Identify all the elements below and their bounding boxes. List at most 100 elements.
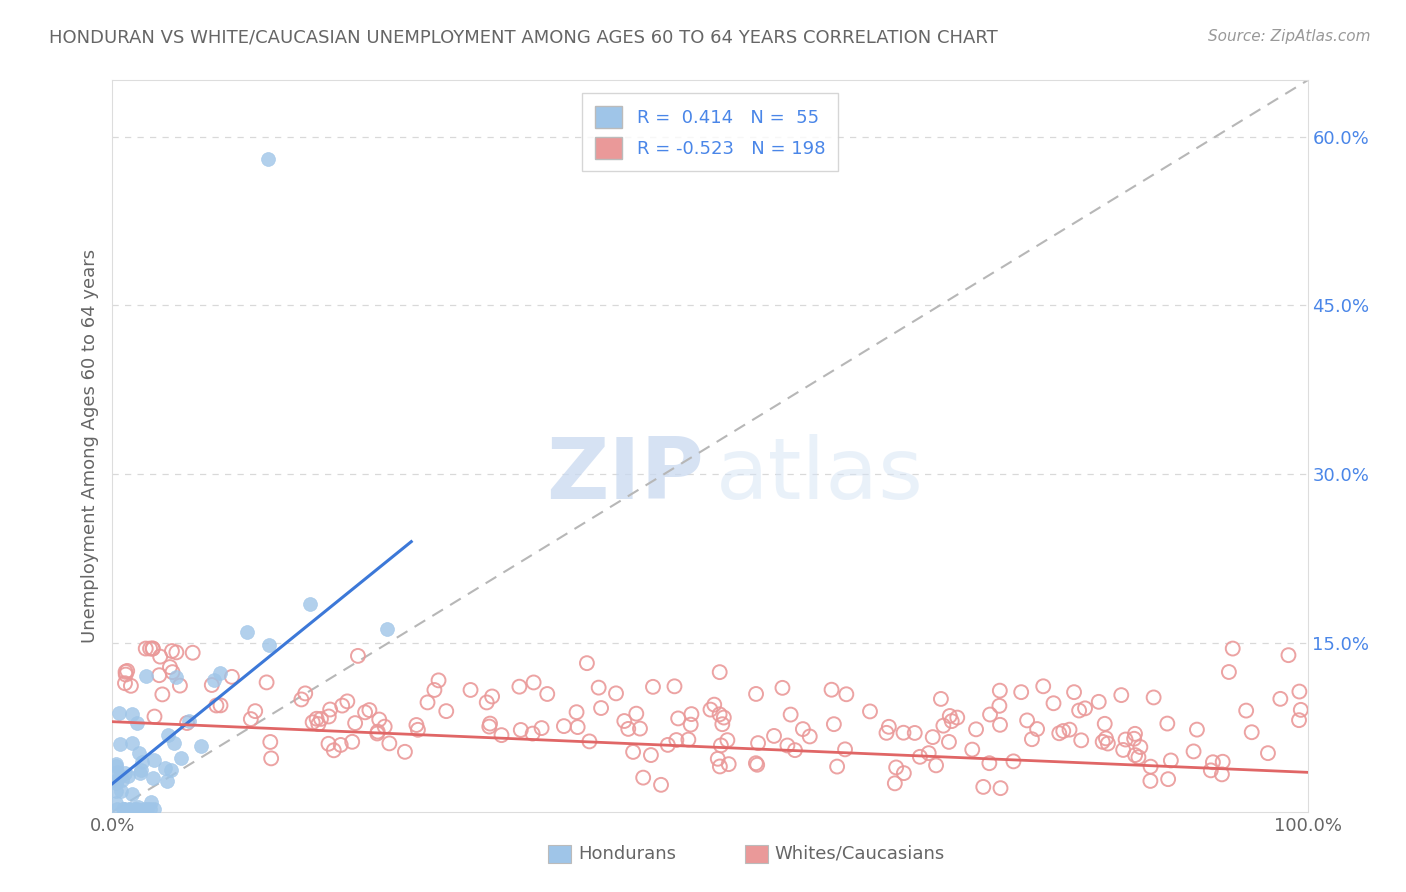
Point — [763, 729, 786, 743]
Point — [711, 717, 734, 731]
Point — [565, 705, 588, 719]
Legend: R =  0.414   N =  55, R = -0.523   N = 198: R = 0.414 N = 55, R = -0.523 N = 198 — [582, 93, 838, 171]
Point — [105, 765, 128, 780]
Point — [105, 758, 128, 772]
Point — [120, 679, 142, 693]
Point — [883, 776, 905, 790]
Point — [156, 773, 179, 788]
Point — [1157, 772, 1180, 786]
Point — [367, 724, 389, 739]
Point — [1212, 755, 1234, 769]
Point — [1270, 691, 1292, 706]
Point — [135, 641, 157, 656]
Point — [1288, 713, 1310, 727]
Point — [631, 771, 654, 785]
Point — [979, 756, 1001, 771]
Point — [165, 645, 187, 659]
Point — [257, 152, 280, 166]
Point — [294, 686, 316, 700]
Point — [112, 802, 135, 816]
Point — [1185, 723, 1208, 737]
Point — [125, 802, 148, 816]
Point — [1074, 701, 1097, 715]
Point — [129, 766, 152, 780]
Point — [575, 656, 598, 670]
Point — [347, 648, 370, 663]
Point — [139, 795, 162, 809]
Point — [416, 695, 439, 709]
Point — [921, 730, 943, 744]
Point — [121, 736, 143, 750]
Point — [709, 707, 731, 722]
Point — [156, 728, 179, 742]
Point — [259, 735, 281, 749]
Point — [522, 726, 544, 740]
Point — [107, 770, 129, 784]
Point — [115, 664, 138, 678]
Point — [105, 774, 128, 789]
Point — [143, 802, 166, 816]
Point — [110, 784, 132, 798]
Point — [118, 802, 141, 816]
Point — [114, 766, 136, 780]
Point — [1091, 735, 1114, 749]
Point — [329, 738, 352, 752]
Point — [354, 706, 377, 720]
Point — [136, 802, 159, 816]
Point — [169, 750, 191, 764]
Point — [378, 736, 401, 750]
Point — [111, 772, 134, 787]
Point — [932, 719, 955, 733]
Point — [946, 710, 969, 724]
Point — [143, 753, 166, 767]
Point — [1218, 665, 1240, 679]
Point — [160, 763, 183, 777]
Point — [621, 745, 644, 759]
Point — [1087, 695, 1109, 709]
Point — [1156, 716, 1178, 731]
Point — [205, 698, 228, 713]
Point — [893, 725, 915, 739]
Point — [1032, 679, 1054, 693]
Point — [1199, 764, 1222, 778]
Point — [290, 692, 312, 706]
Point — [1288, 684, 1310, 698]
Point — [877, 720, 900, 734]
Point — [105, 775, 128, 789]
Point — [536, 687, 558, 701]
Point — [150, 687, 173, 701]
Point — [745, 687, 768, 701]
Point — [1070, 733, 1092, 747]
Point — [475, 695, 498, 709]
Point — [1139, 759, 1161, 773]
Point — [318, 709, 340, 723]
Point — [153, 761, 176, 775]
Point — [201, 678, 224, 692]
Point — [1143, 690, 1166, 705]
Point — [523, 675, 546, 690]
Point — [138, 802, 160, 816]
Point — [717, 757, 740, 772]
Point — [988, 718, 1011, 732]
Point — [553, 719, 575, 733]
Point — [460, 682, 482, 697]
Point — [114, 802, 136, 816]
Point — [122, 802, 145, 816]
Point — [344, 716, 367, 731]
Point — [650, 778, 672, 792]
Point — [368, 713, 391, 727]
Point — [1182, 744, 1205, 758]
Point — [1042, 696, 1064, 710]
Point — [491, 728, 513, 742]
Point — [406, 723, 429, 737]
Point — [330, 698, 353, 713]
Point — [374, 720, 396, 734]
Point — [307, 717, 329, 731]
Point — [835, 687, 858, 701]
Point — [235, 624, 257, 639]
Point — [1123, 727, 1146, 741]
Point — [159, 660, 181, 674]
Point — [117, 769, 139, 783]
Point — [179, 714, 201, 728]
Point — [176, 716, 198, 731]
